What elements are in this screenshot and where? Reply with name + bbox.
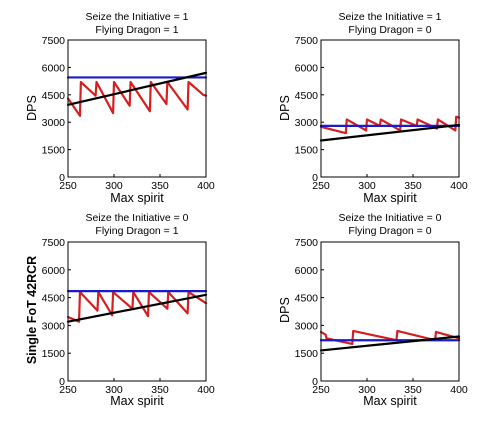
panel-title-line-1: Seize the Initiative = 1 (85, 11, 188, 23)
x-tick-label: 250 (312, 384, 330, 396)
y-tick-label: 6000 (42, 265, 66, 277)
y-tick-label: 4500 (295, 293, 319, 305)
y-tick-label: 3000 (42, 117, 66, 129)
y-tick-label: 7500 (42, 237, 66, 249)
red-series-line (66, 80, 208, 117)
plot-lines (66, 71, 208, 117)
y-tick-label: 1500 (295, 145, 319, 157)
y-tick-label: 6000 (295, 62, 319, 74)
black-series-line (66, 293, 208, 323)
x-tick-label: 400 (197, 384, 215, 396)
axis-ticks: 250 300 350 400 0 1500 3000 4500 6000 7500 (295, 237, 468, 396)
y-axis-label: DPS (25, 95, 39, 121)
panel-title-line-2: Flying Dragon = 1 (95, 24, 178, 36)
x-tick-label: 300 (358, 180, 376, 192)
y-tick-label: 3000 (295, 320, 319, 332)
plot-frame (67, 39, 207, 178)
y-axis-label: DPS (278, 297, 292, 323)
y-tick-label: 7500 (295, 237, 319, 249)
y-tick-label: 4500 (295, 90, 319, 102)
x-tick-label: 300 (105, 180, 123, 192)
plot-lines (319, 115, 461, 142)
black-series-line (319, 335, 461, 352)
x-tick-label: 350 (404, 180, 422, 192)
plot-lines (66, 290, 208, 323)
panel-2: Seize the Initiative = 1 Flying Dragon =… (278, 11, 468, 205)
x-axis-label: Max spirit (363, 191, 417, 205)
x-tick-label: 400 (450, 180, 468, 192)
y-tick-label: 4500 (42, 293, 66, 305)
panel-title-line-1: Seize the Initiative = 0 (85, 212, 188, 224)
plot-frame (67, 241, 207, 382)
x-tick-label: 350 (404, 384, 422, 396)
x-tick-label: 400 (197, 180, 215, 192)
y-tick-label: 6000 (295, 265, 319, 277)
panel-title-line-2: Flying Dragon = 0 (348, 225, 431, 237)
y-tick-label: 3000 (42, 320, 66, 332)
panel-title-line-1: Seize the Initiative = 0 (338, 212, 441, 224)
black-series-line (319, 123, 461, 142)
panel-title-line-1: Seize the Initiative = 1 (338, 11, 441, 23)
x-tick-label: 250 (312, 180, 330, 192)
y-tick-label: 1500 (42, 348, 66, 360)
y-tick-label: 1500 (295, 348, 319, 360)
y-tick-label: 0 (312, 172, 318, 184)
y-tick-label: 4500 (42, 90, 66, 102)
x-tick-label: 300 (105, 384, 123, 396)
panel-3: Seize the Initiative = 0 Flying Dragon =… (25, 212, 215, 408)
axis-ticks: 250 300 350 400 0 1500 3000 4500 6000 7500 (295, 35, 468, 192)
plot-frame (320, 39, 460, 178)
y-tick-label: 0 (312, 376, 318, 388)
red-series-line (319, 329, 461, 346)
x-tick-label: 300 (358, 384, 376, 396)
y-tick-label: 0 (59, 376, 65, 388)
panel-4: Seize the Initiative = 0 Flying Dragon =… (278, 212, 468, 408)
y-tick-label: 1500 (42, 145, 66, 157)
panel-title-line-2: Flying Dragon = 0 (348, 24, 431, 36)
black-series-line (66, 71, 208, 106)
x-axis-label: Max spirit (363, 394, 417, 408)
x-tick-label: 250 (59, 180, 77, 192)
x-axis-label: Max spirit (110, 191, 164, 205)
y-tick-label: 0 (59, 172, 65, 184)
x-tick-label: 350 (151, 384, 169, 396)
y-tick-label: 7500 (295, 35, 319, 47)
y-axis-label: Single FoT 42RCR (25, 256, 39, 364)
y-tick-label: 6000 (42, 62, 66, 74)
plot-frame (320, 241, 460, 382)
x-tick-label: 400 (450, 384, 468, 396)
axis-ticks: 250 300 350 400 0 1500 3000 4500 6000 7500 (42, 237, 215, 396)
panel-title-line-2: Flying Dragon = 1 (95, 225, 178, 237)
plot-lines (319, 329, 461, 352)
y-axis-label: DPS (278, 95, 292, 121)
x-tick-label: 250 (59, 384, 77, 396)
y-tick-label: 7500 (42, 35, 66, 47)
x-tick-label: 350 (151, 180, 169, 192)
y-tick-label: 3000 (295, 117, 319, 129)
x-axis-label: Max spirit (110, 394, 164, 408)
panel-1: Seize the Initiative = 1 Flying Dragon =… (25, 11, 215, 205)
red-series-line (66, 290, 208, 323)
